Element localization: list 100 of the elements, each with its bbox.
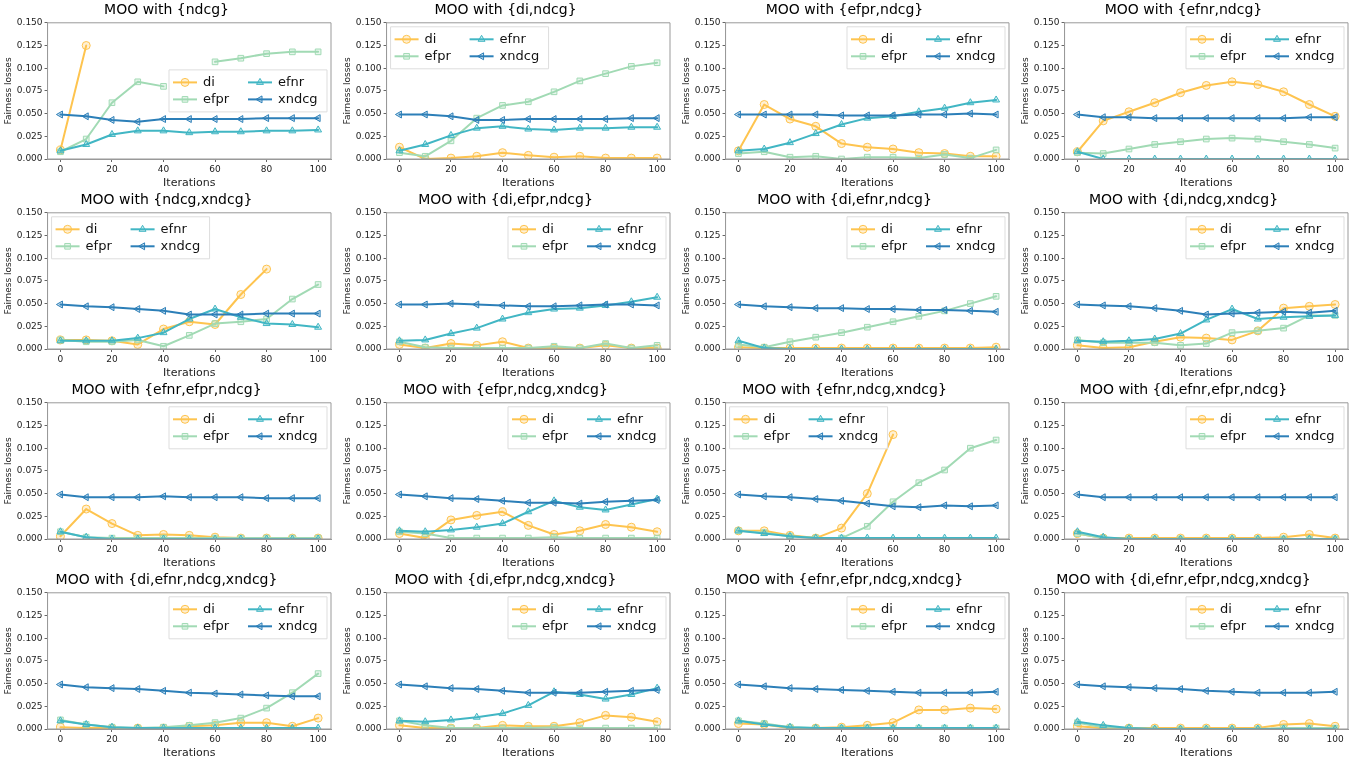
y-tick-label: 0.000 [355, 723, 382, 734]
y-tick-label: 0.025 [694, 700, 721, 711]
x-tick-label: 100 [309, 733, 327, 744]
y-tick-label: 0.025 [355, 130, 382, 141]
y-tick-label: 0.025 [16, 130, 43, 141]
y-axis-title: Fairness losses [1019, 627, 1030, 695]
x-tick-label: 0 [57, 163, 64, 174]
legend-label: efpr [542, 617, 569, 633]
legend-label: efnr [617, 220, 644, 236]
chart-title: MOO with {efpr,ndcg} [765, 1, 924, 18]
y-tick-label: 0.000 [1033, 533, 1060, 544]
legend-label: di [1220, 600, 1232, 616]
x-tick-label: 100 [309, 543, 327, 554]
chart-title: MOO with {efpr,ndcg,xndcg} [403, 381, 608, 398]
legend-label: efpr [1220, 237, 1247, 253]
y-axis-title: Fairness losses [341, 247, 352, 315]
x-axis-title: Iterations [1180, 556, 1233, 570]
y-tick-label: 0.125 [16, 39, 43, 50]
y-tick-label: 0.100 [16, 442, 43, 453]
legend-label: efpr [881, 47, 908, 63]
x-tick-label: 40 [157, 733, 170, 744]
legend-label: xndcg [1295, 427, 1335, 443]
x-tick-label: 100 [987, 543, 1005, 554]
legend-label: di [424, 30, 437, 46]
chart-title: MOO with {efnr,ndcg} [1104, 1, 1263, 18]
x-tick-label: 20 [784, 353, 796, 364]
y-tick-label: 0.050 [16, 297, 43, 308]
legend-label: efpr [203, 427, 230, 443]
x-axis-title: Iterations [163, 366, 216, 380]
x-axis-title: Iterations [841, 556, 894, 570]
legend-label: efnr [956, 30, 983, 46]
y-tick-label: 0.050 [1033, 107, 1060, 118]
x-tick-label: 20 [445, 163, 457, 174]
y-tick-label: 0.100 [694, 442, 721, 453]
legend-label: xndcg [617, 427, 657, 443]
legend-label: efpr [763, 427, 791, 443]
x-tick-label: 20 [106, 163, 118, 174]
legend-label: xndcg [956, 617, 996, 633]
y-tick-label: 0.000 [1033, 723, 1060, 734]
y-axis-title: Fairness losses [341, 627, 352, 695]
x-tick-label: 20 [445, 733, 457, 744]
y-tick-label: 0.100 [355, 442, 382, 453]
legend-label: efnr [956, 600, 983, 616]
chart-title: MOO with {di,efpr,ndcg,xndcg} [394, 571, 617, 588]
y-tick-label: 0.150 [355, 17, 382, 28]
legend-label: xndcg [617, 237, 657, 253]
y-tick-label: 0.000 [355, 533, 382, 544]
x-tick-label: 40 [496, 353, 509, 364]
y-tick-label: 0.050 [355, 677, 382, 688]
y-tick-label: 0.100 [1033, 632, 1060, 643]
chart-title: MOO with {di,ndcg} [434, 1, 577, 18]
y-tick-label: 0.050 [16, 107, 43, 118]
x-tick-label: 0 [1074, 733, 1081, 744]
x-tick-label: 80 [599, 733, 612, 744]
x-tick-label: 20 [784, 733, 796, 744]
x-tick-label: 80 [1277, 543, 1290, 554]
y-tick-label: 0.125 [694, 229, 721, 240]
x-tick-label: 60 [887, 163, 900, 174]
x-tick-label: 100 [648, 163, 666, 174]
legend-label: xndcg [278, 617, 318, 633]
x-tick-label: 60 [548, 353, 561, 364]
y-tick-label: 0.150 [16, 397, 43, 408]
legend-label: efpr [85, 237, 113, 253]
x-tick-label: 0 [396, 353, 403, 364]
legend-label: efnr [1295, 30, 1322, 46]
y-tick-label: 0.125 [16, 419, 43, 430]
y-axis-title: Fairness losses [1019, 247, 1030, 315]
y-axis-title: Fairness losses [2, 57, 13, 125]
x-axis-title: Iterations [841, 746, 894, 760]
x-tick-label: 20 [784, 163, 796, 174]
x-tick-label: 100 [309, 353, 327, 364]
y-tick-label: 0.150 [1033, 17, 1060, 28]
x-tick-label: 20 [1123, 163, 1135, 174]
legend-label: di [203, 410, 215, 426]
x-axis-title: Iterations [163, 176, 216, 190]
x-axis-title: Iterations [1180, 176, 1233, 190]
x-tick-label: 100 [987, 733, 1005, 744]
y-tick-label: 0.150 [694, 207, 721, 218]
x-tick-label: 0 [735, 733, 742, 744]
legend-label: efnr [1295, 600, 1322, 616]
y-tick-label: 0.075 [16, 85, 43, 96]
x-tick-label: 100 [987, 353, 1005, 364]
x-tick-label: 60 [1226, 163, 1239, 174]
x-tick-label: 0 [396, 163, 403, 174]
x-tick-label: 60 [209, 543, 222, 554]
legend-label: di [881, 220, 893, 236]
y-tick-label: 0.150 [1033, 587, 1060, 598]
y-tick-label: 0.075 [1033, 465, 1060, 476]
chart-title: MOO with {di,efnr,ndcg} [757, 191, 932, 208]
y-tick-label: 0.150 [355, 397, 382, 408]
x-tick-label: 40 [157, 353, 170, 364]
x-tick-label: 0 [735, 163, 742, 174]
y-tick-label: 0.150 [1033, 207, 1060, 218]
y-tick-label: 0.075 [694, 275, 721, 286]
y-tick-label: 0.150 [16, 207, 43, 218]
x-tick-label: 20 [1123, 353, 1135, 364]
y-tick-label: 0.000 [1033, 153, 1060, 164]
y-tick-label: 0.025 [1033, 700, 1060, 711]
y-tick-label: 0.000 [694, 533, 721, 544]
chart-title: MOO with {efnr,efpr,ndcg} [71, 381, 262, 398]
